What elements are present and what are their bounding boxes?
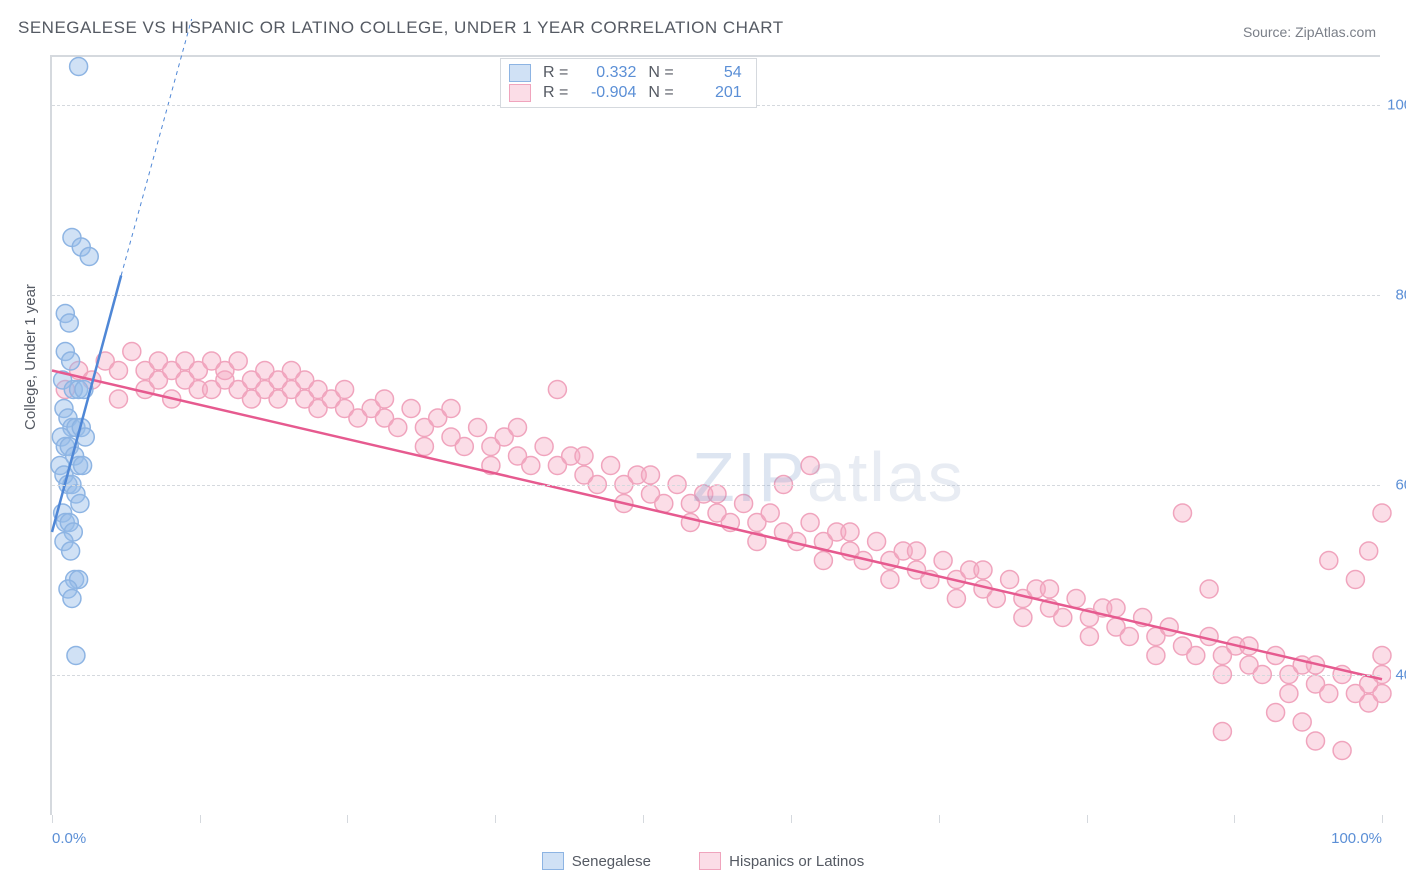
y-tick-label: 40.0% [1391, 666, 1406, 683]
swatch-senegalese [542, 852, 564, 870]
stats-legend: R = 0.332 N = 54 R = -0.904 N = 201 [500, 58, 757, 108]
plot-area: ZIPatlas 40.0%60.0%80.0%100.0%0.0%100.0% [50, 55, 1380, 815]
n-label: N = [648, 64, 673, 82]
y-tick-label: 80.0% [1391, 286, 1406, 303]
r-label: R = [543, 64, 568, 82]
stats-row-senegalese: R = 0.332 N = 54 [509, 63, 742, 83]
y-axis-label: College, Under 1 year [22, 284, 39, 430]
legend-item-senegalese: Senegalese [542, 852, 651, 870]
series-legend: Senegalese Hispanics or Latinos [0, 852, 1406, 874]
chart-title: SENEGALESE VS HISPANIC OR LATINO COLLEGE… [18, 18, 784, 38]
swatch-senegalese [509, 64, 531, 82]
source-attribution: Source: ZipAtlas.com [1243, 24, 1376, 40]
legend-label-hispanic: Hispanics or Latinos [729, 853, 864, 870]
legend-item-hispanic: Hispanics or Latinos [699, 852, 864, 870]
scatter-svg [52, 57, 1380, 815]
n-value-hispanic: 201 [684, 84, 742, 102]
x-tick-label: 100.0% [1331, 830, 1382, 847]
legend-label-senegalese: Senegalese [572, 853, 651, 870]
r-value-hispanic: -0.904 [578, 84, 636, 102]
n-value-senegalese: 54 [684, 64, 742, 82]
swatch-hispanic [509, 84, 531, 102]
r-label: R = [543, 84, 568, 102]
y-tick-label: 60.0% [1391, 476, 1406, 493]
swatch-hispanic [699, 852, 721, 870]
n-label: N = [648, 84, 673, 102]
stats-row-hispanic: R = -0.904 N = 201 [509, 83, 742, 103]
y-tick-label: 100.0% [1383, 96, 1406, 113]
x-tick-label: 0.0% [52, 830, 86, 847]
r-value-senegalese: 0.332 [578, 64, 636, 82]
